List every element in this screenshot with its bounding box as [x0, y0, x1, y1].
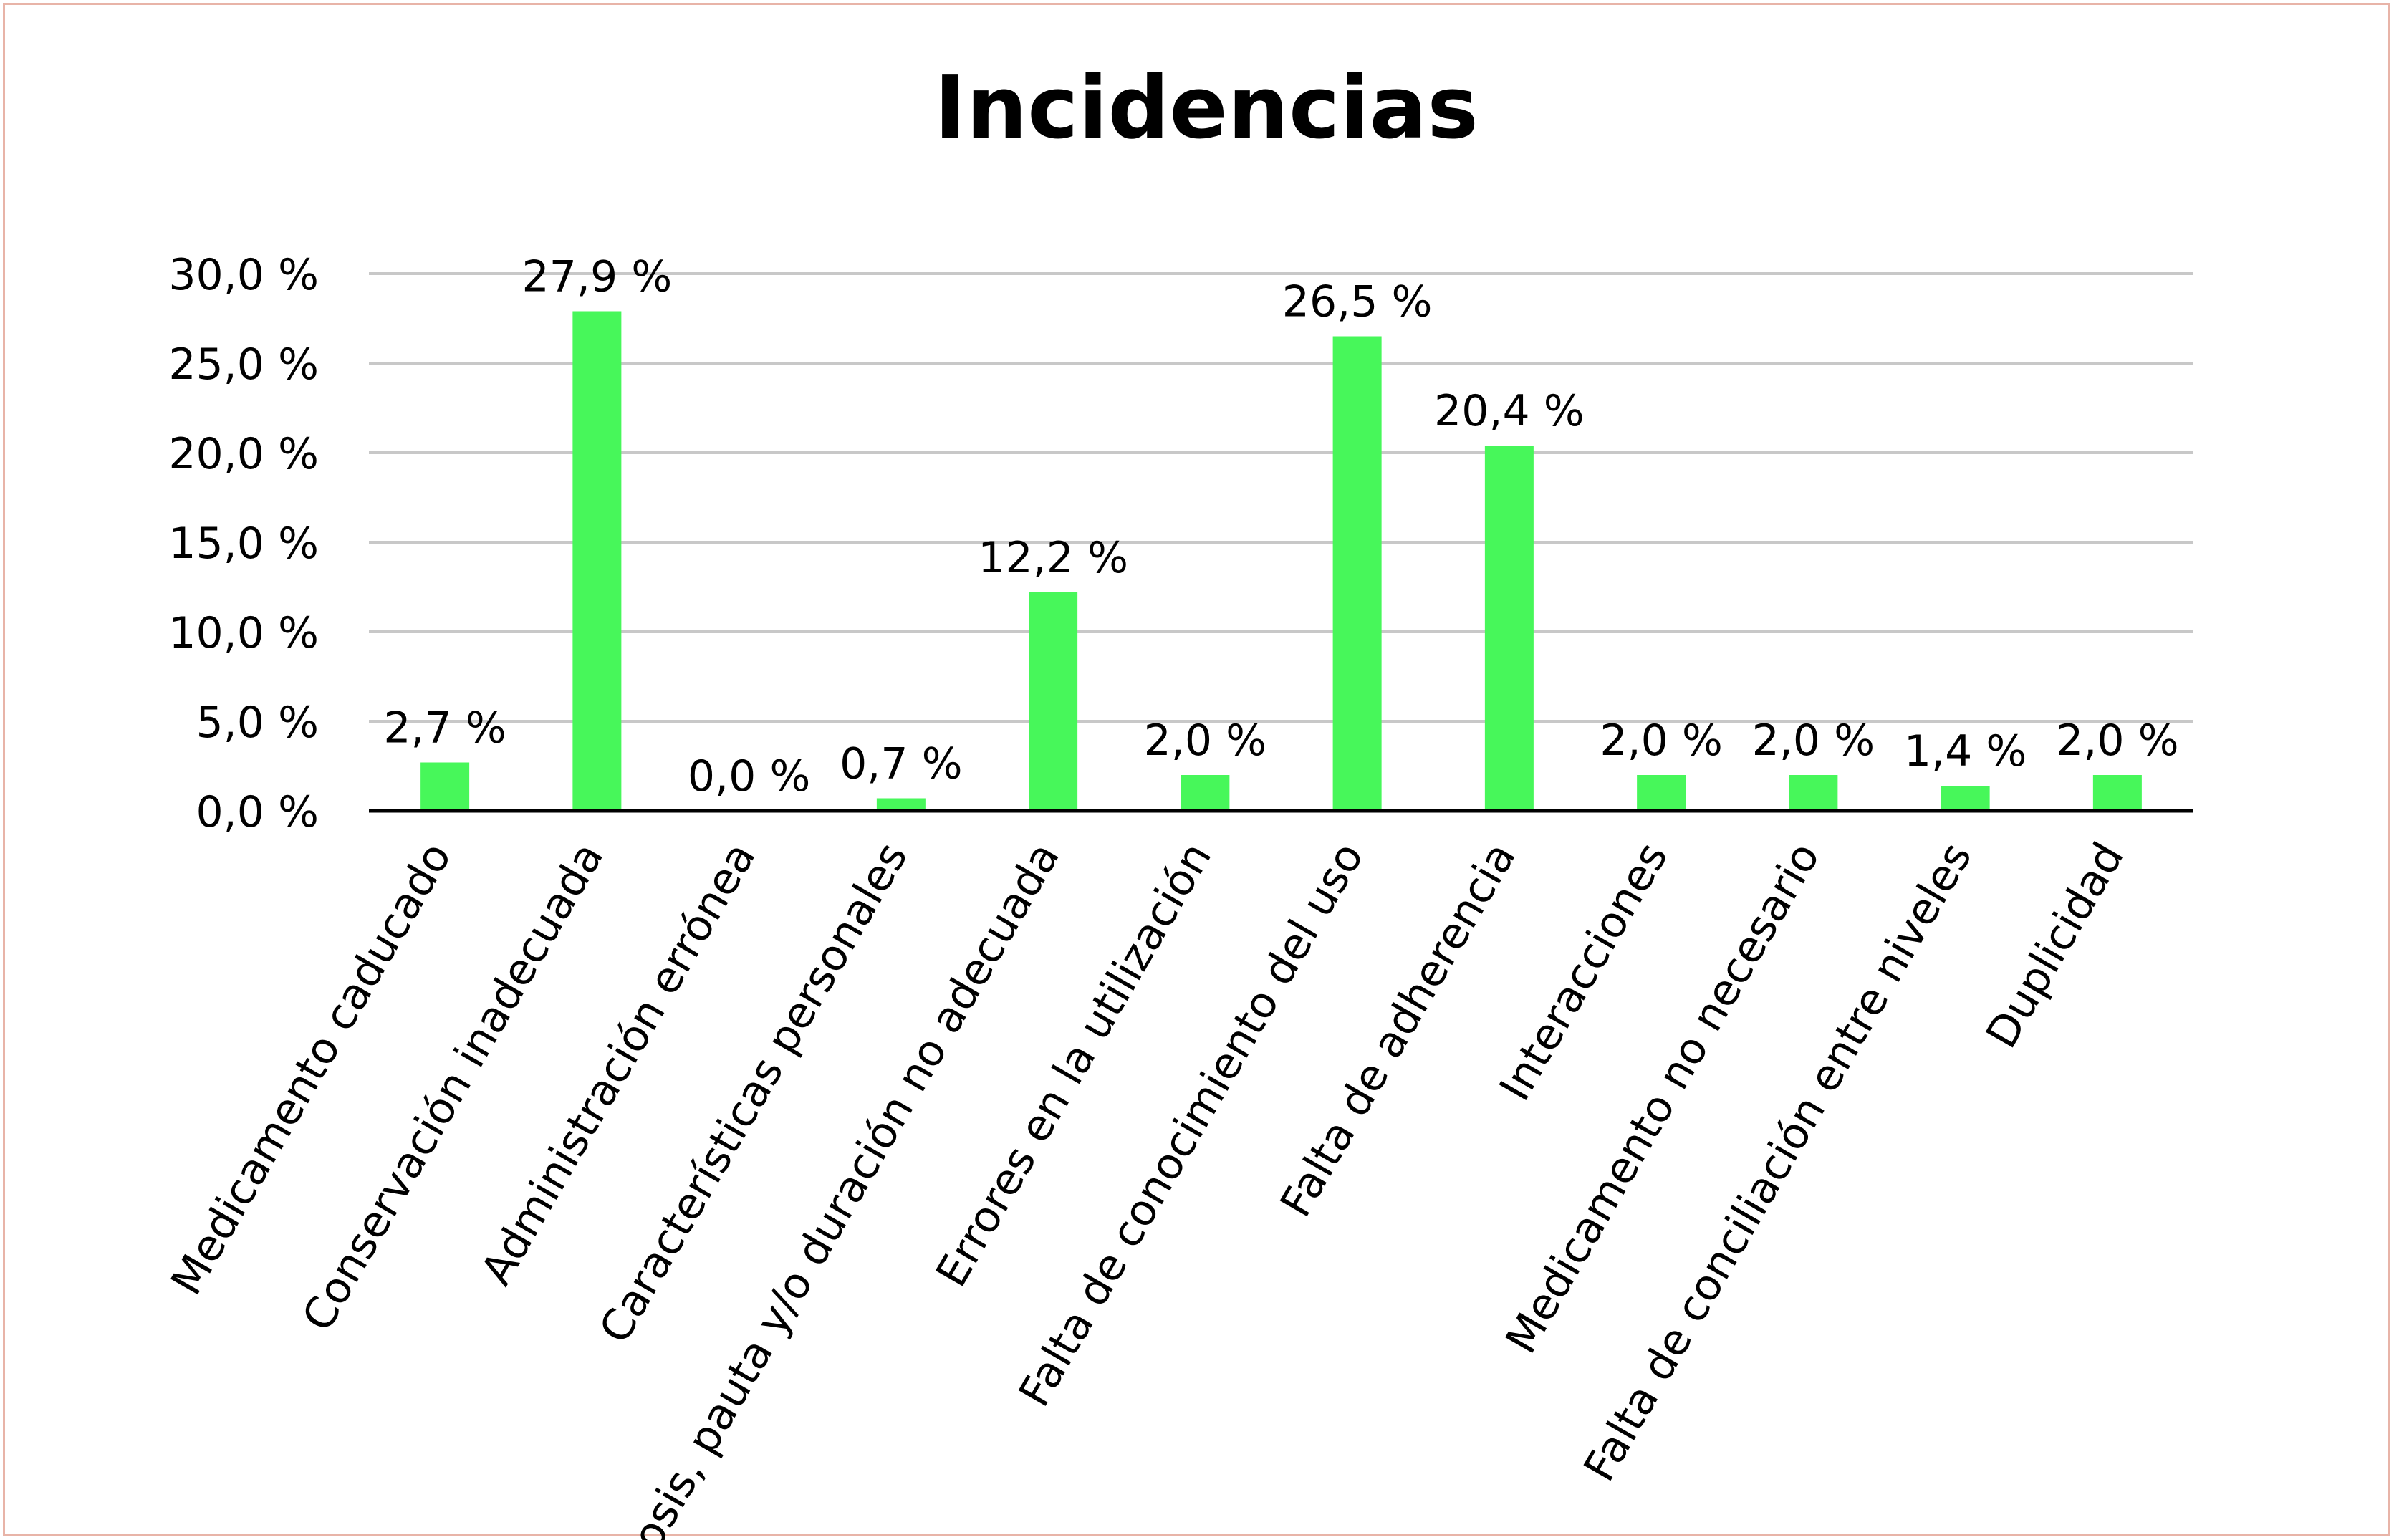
- category-label: Conservación inadecuada: [293, 834, 614, 1340]
- chart-title: Incidencias: [934, 59, 1479, 158]
- y-tick-label: 0,0 %: [196, 787, 319, 837]
- bar: [420, 762, 470, 811]
- category-label: Duplicidad: [1976, 834, 2134, 1057]
- data-label: 2,0 %: [1600, 716, 1723, 766]
- category-label: Errores en la utilización: [926, 834, 1221, 1296]
- data-label: 2,0 %: [1752, 716, 1875, 766]
- y-tick-label: 5,0 %: [196, 698, 319, 748]
- bars: [420, 311, 2142, 811]
- data-label: 0,7 %: [840, 739, 963, 789]
- data-labels: 2,7 % 27,9 % 0,0 % 0,7 % 12,2 % 2,0 % 26,5 % 20…: [383, 252, 2178, 802]
- category-label: Medicamento no necesario: [1496, 834, 1830, 1362]
- data-label: 12,2 %: [978, 533, 1128, 583]
- category-label: Características personales: [590, 834, 917, 1352]
- bar: [876, 798, 926, 811]
- y-tick-label: 30,0 %: [168, 250, 319, 300]
- bar: [1029, 592, 1078, 811]
- bar: [1484, 446, 1534, 811]
- data-label: 2,7 %: [383, 703, 506, 754]
- grid-lines: [369, 272, 2193, 723]
- bar: [1637, 775, 1686, 811]
- bar: [572, 311, 622, 811]
- bar: [1789, 775, 1838, 811]
- category-label: Administración errónea: [471, 834, 766, 1294]
- y-tick-label: 25,0 %: [168, 340, 319, 390]
- y-tick-label: 10,0 %: [168, 608, 319, 658]
- category-label: Interacciones: [1490, 834, 1678, 1110]
- y-tick-label: 15,0 %: [168, 519, 319, 569]
- bar: [2092, 775, 2142, 811]
- data-label: 2,0 %: [2056, 716, 2179, 766]
- chart-frame: [3, 3, 2390, 1536]
- data-label: 1,4 %: [1904, 726, 2027, 776]
- y-tick-label: 20,0 %: [168, 429, 319, 479]
- bar: [1332, 336, 1382, 811]
- data-label: 0,0 %: [688, 751, 811, 802]
- y-axis-ticks: 0,0 % 5,0 % 10,0 % 15,0 % 20,0 % 25,0 % 30,0 %: [168, 250, 319, 837]
- data-label: 20,4 %: [1434, 386, 1585, 436]
- bar: [1941, 786, 1990, 811]
- category-label: Medicamento caducado: [161, 834, 461, 1304]
- bar: [1181, 775, 1230, 811]
- data-label: 26,5 %: [1282, 277, 1433, 327]
- data-label: 2,0 %: [1144, 716, 1267, 766]
- data-label: 27,9 %: [522, 252, 673, 302]
